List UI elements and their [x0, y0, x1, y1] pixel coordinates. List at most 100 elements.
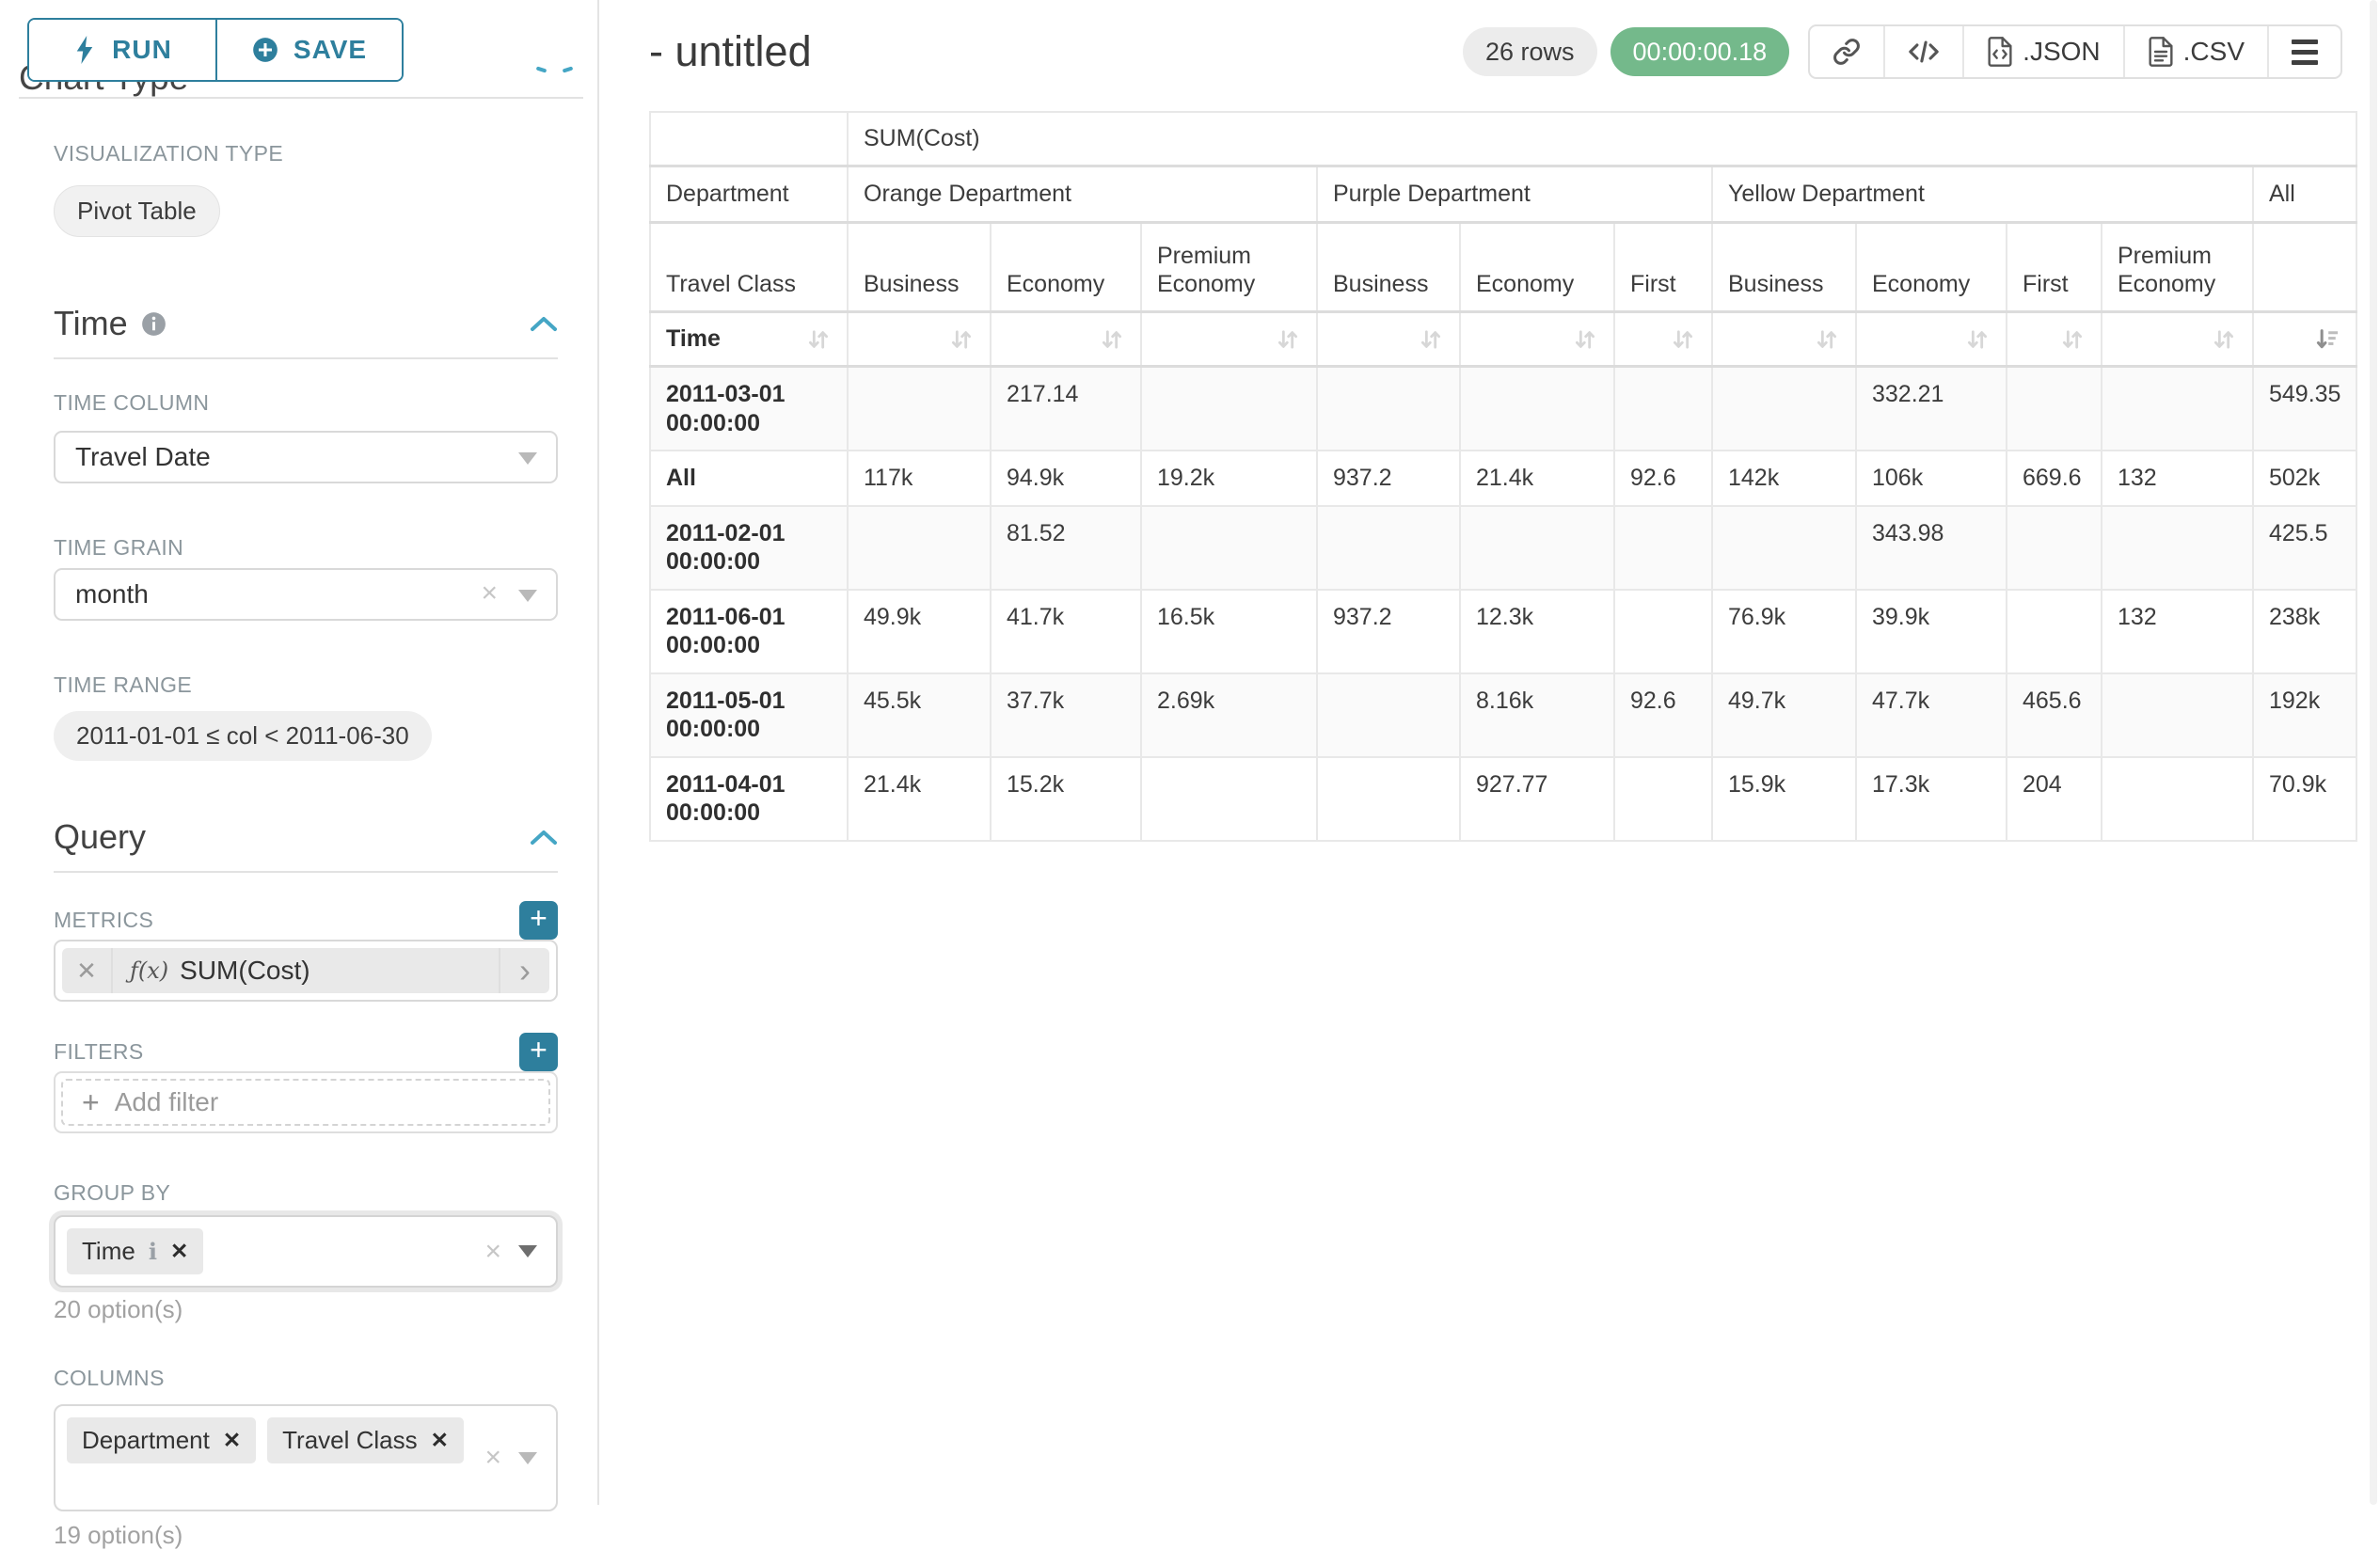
sort-icon[interactable]	[1418, 326, 1444, 353]
group-by-tag[interactable]: Time i ✕	[67, 1228, 203, 1274]
column-group-header: All	[2253, 166, 2356, 223]
collapse-chevron-icon[interactable]	[530, 315, 558, 332]
remove-tag-icon[interactable]: ✕	[223, 1428, 241, 1453]
sort-descending-icon[interactable]	[2314, 326, 2340, 353]
run-button[interactable]: RUN	[29, 20, 215, 80]
travel-class-header: First	[1614, 223, 1712, 312]
pivot-cell: 70.9k	[2253, 757, 2356, 841]
column-sort-header[interactable]	[1856, 312, 2007, 367]
add-filter-button[interactable]: +	[519, 1033, 558, 1071]
remove-tag-icon[interactable]: ✕	[431, 1428, 449, 1453]
pivot-cell: 669.6	[2007, 451, 2102, 506]
export-csv-button[interactable]: .CSV	[2123, 26, 2267, 77]
table-row: 2011-05-01 00:00:0045.5k37.7k2.69k8.16k9…	[650, 673, 2356, 757]
travel-class-header: Premium Economy	[2102, 223, 2253, 312]
column-sort-header[interactable]	[2102, 312, 2253, 367]
columns-tag[interactable]: Department ✕	[67, 1417, 256, 1463]
pivot-cell: 117k	[848, 451, 991, 506]
sort-icon[interactable]	[805, 326, 832, 353]
pivot-corner-empty	[650, 112, 848, 166]
add-filter-dropzone[interactable]: + Add filter	[61, 1079, 550, 1126]
pivot-cell: 15.9k	[1712, 757, 1856, 841]
clear-icon[interactable]: ×	[484, 1238, 501, 1266]
menu-button[interactable]	[2267, 26, 2340, 77]
pivot-cell: 45.5k	[848, 673, 991, 757]
filters-label: FILTERS	[54, 1039, 144, 1065]
pivot-cell: 502k	[2253, 451, 2356, 506]
clear-icon[interactable]: ×	[484, 1444, 501, 1472]
time-column-select[interactable]: Travel Date	[54, 431, 558, 483]
column-sort-header[interactable]	[848, 312, 991, 367]
fx-icon: ƒ(x)	[130, 957, 168, 984]
row-header-time: All	[650, 451, 848, 506]
metric-pill[interactable]: ƒ(x) SUM(Cost)	[113, 948, 499, 993]
hamburger-icon	[2292, 40, 2318, 65]
column-sort-header[interactable]	[1712, 312, 1856, 367]
scrollbar[interactable]	[2370, 0, 2377, 1505]
pivot-table: SUM(Cost)DepartmentOrange DepartmentPurp…	[649, 111, 2357, 842]
add-metric-button[interactable]: +	[519, 901, 558, 940]
sort-icon[interactable]	[2211, 326, 2237, 353]
group-by-label: GROUP BY	[54, 1180, 558, 1206]
export-json-button[interactable]: .JSON	[1962, 26, 2122, 77]
group-by-select[interactable]: Time i ✕ ×	[54, 1215, 558, 1288]
pivot-cell: 343.98	[1856, 506, 2007, 590]
export-csv-label: .CSV	[2183, 37, 2245, 67]
clear-icon[interactable]: ×	[481, 579, 498, 608]
travel-class-header: Economy	[1856, 223, 2007, 312]
add-filter-label: Add filter	[115, 1087, 219, 1117]
column-sort-header[interactable]	[2007, 312, 2102, 367]
pivot-cell	[1460, 367, 1614, 451]
save-button-label: SAVE	[294, 35, 367, 65]
query-section-title: Query	[54, 817, 146, 857]
run-save-button-group: RUN SAVE	[27, 18, 404, 82]
embed-code-button[interactable]	[1883, 26, 1962, 77]
travel-class-header	[2253, 223, 2356, 312]
columns-select[interactable]: Department ✕ Travel Class ✕ ×	[54, 1404, 558, 1511]
sort-icon[interactable]	[1099, 326, 1125, 353]
sort-icon[interactable]	[1964, 326, 1991, 353]
collapse-chevron-icon[interactable]	[530, 829, 558, 846]
pivot-cell	[1317, 367, 1460, 451]
sort-icon[interactable]	[2059, 326, 2086, 353]
sort-icon[interactable]	[948, 326, 975, 353]
column-sort-header[interactable]	[1141, 312, 1317, 367]
row-header-time: 2011-04-01 00:00:00	[650, 757, 848, 841]
pivot-cell	[1141, 757, 1317, 841]
metrics-label: METRICS	[54, 908, 153, 933]
sort-icon[interactable]	[1814, 326, 1840, 353]
column-sort-header[interactable]	[1317, 312, 1460, 367]
pivot-cell	[2007, 506, 2102, 590]
pivot-cell: 142k	[1712, 451, 1856, 506]
pivot-cell: 15.2k	[991, 757, 1141, 841]
column-sort-header[interactable]	[2253, 312, 2356, 367]
pivot-cell	[2007, 590, 2102, 673]
sort-icon[interactable]	[1670, 326, 1696, 353]
pivot-cell: 76.9k	[1712, 590, 1856, 673]
metric-column-header: SUM(Cost)	[848, 112, 2356, 166]
link-icon	[1833, 38, 1861, 66]
sort-icon[interactable]	[1572, 326, 1598, 353]
pivot-cell	[1317, 757, 1460, 841]
tag-label: Travel Class	[282, 1426, 418, 1455]
time-sort-header[interactable]: Time	[650, 312, 848, 367]
time-range-value[interactable]: 2011-01-01 ≤ col < 2011-06-30	[54, 711, 432, 761]
columns-tag[interactable]: Travel Class ✕	[267, 1417, 464, 1463]
chart-title[interactable]: - untitled	[649, 27, 812, 76]
column-sort-header[interactable]	[991, 312, 1141, 367]
sort-icon[interactable]	[1275, 326, 1301, 353]
pivot-cell: 204	[2007, 757, 2102, 841]
time-section-header: Time	[54, 304, 558, 343]
column-sort-header[interactable]	[1460, 312, 1614, 367]
save-button[interactable]: SAVE	[215, 20, 402, 80]
remove-metric-icon[interactable]: ✕	[62, 948, 113, 993]
pivot-cell: 21.4k	[1460, 451, 1614, 506]
time-grain-select[interactable]: month ×	[54, 568, 558, 621]
remove-tag-icon[interactable]: ✕	[170, 1239, 188, 1264]
expand-metric-icon[interactable]: ›	[499, 948, 549, 993]
columns-option-count: 19 option(s)	[54, 1521, 558, 1550]
visualization-type-value[interactable]: Pivot Table	[54, 185, 220, 237]
copy-link-button[interactable]	[1810, 26, 1883, 77]
tag-label: Department	[82, 1426, 210, 1455]
column-sort-header[interactable]	[1614, 312, 1712, 367]
